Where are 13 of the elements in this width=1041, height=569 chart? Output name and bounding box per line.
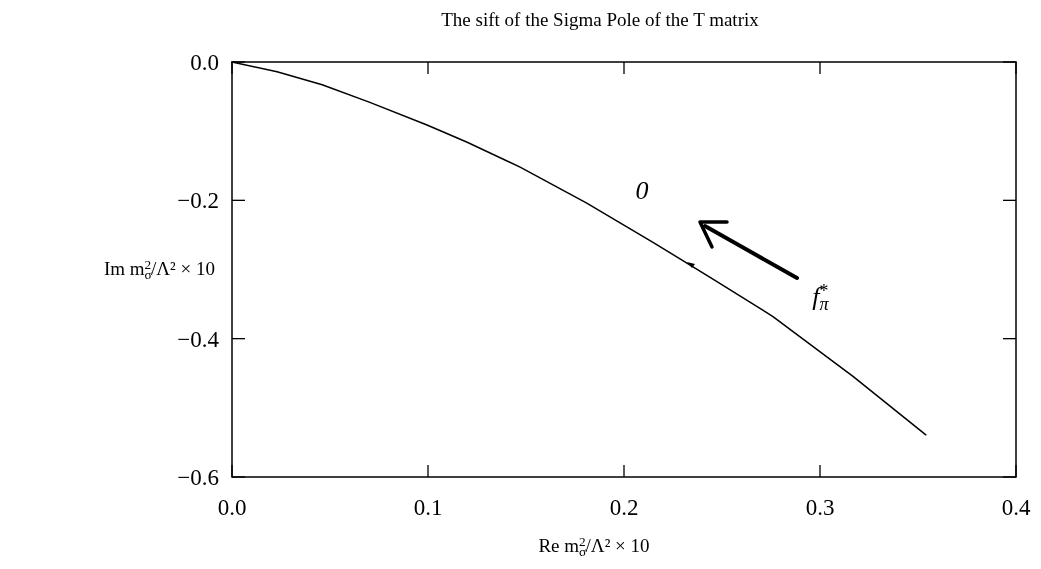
x-tick-label: 0.2 <box>609 495 639 520</box>
y-tick-label: 0.0 <box>190 50 219 75</box>
annotation: 0 <box>635 175 649 205</box>
x-axis-title: Re m$_{σ}$$^{2}$/Λ² × 10 <box>538 534 650 559</box>
x-tick-label: 0.1 <box>413 495 443 520</box>
y-tick-label: −0.4 <box>177 326 220 352</box>
chart-title: The sift of the Sigma Pole of the T matrix <box>441 9 760 30</box>
y-tick-label: −0.6 <box>177 465 219 490</box>
x-tick-label: 0.3 <box>805 495 835 520</box>
x-tick-label: 0.4 <box>1001 495 1031 520</box>
y-axis-title: Im m$_{σ}$$^{2}$/Λ² × 10 <box>103 257 215 282</box>
x-tick-label: 0.0 <box>217 495 247 520</box>
y-tick-label: −0.2 <box>177 188 219 214</box>
